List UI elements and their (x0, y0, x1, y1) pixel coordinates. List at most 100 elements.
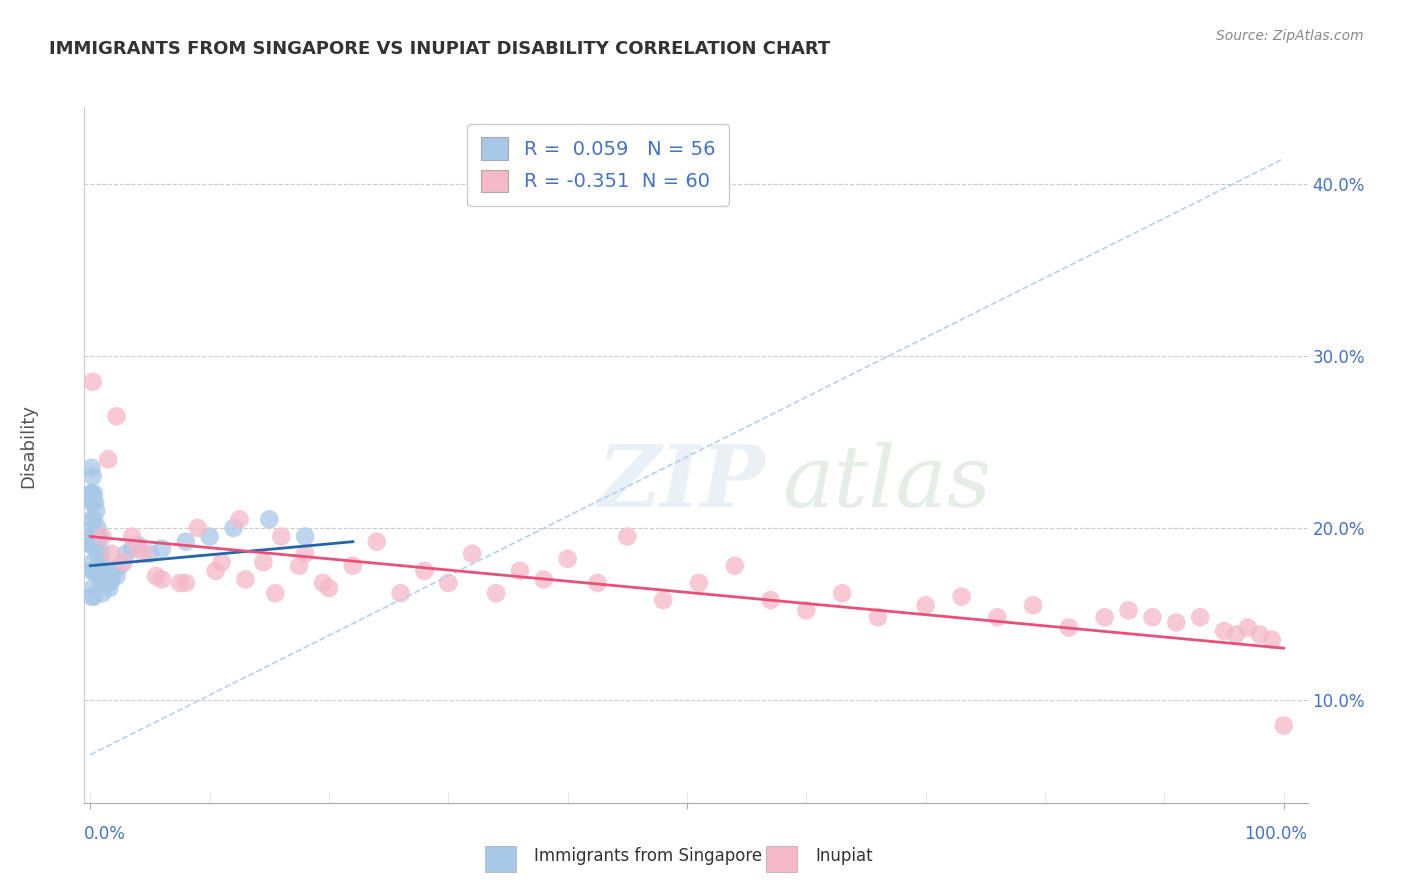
Point (84, 564, 107, 578)
Point (235, 573, 257, 587)
Point (87, 529, 110, 543)
Point (101, 573, 124, 587)
Text: atlas: atlas (782, 442, 991, 524)
Point (82, 529, 104, 543)
Point (82, 581, 104, 595)
Point (586, 575, 609, 590)
Point (1237, 621, 1260, 635)
Point (169, 575, 191, 590)
Point (270, 529, 292, 543)
Point (121, 529, 143, 543)
Point (1261, 632, 1284, 647)
Point (94, 575, 117, 590)
Point (312, 575, 335, 590)
Point (83, 590, 105, 604)
Point (84, 504, 107, 518)
Point (366, 534, 388, 549)
Text: 100.0%: 100.0% (1244, 825, 1308, 843)
Point (127, 538, 149, 552)
Legend: R =  0.059   N = 56, R = -0.351  N = 60: R = 0.059 N = 56, R = -0.351 N = 60 (467, 124, 728, 205)
Point (1022, 599, 1045, 613)
Point (101, 547, 124, 561)
Point (105, 409, 128, 424)
Point (914, 599, 936, 613)
Point (82, 495, 104, 509)
Point (211, 555, 233, 569)
Point (652, 593, 675, 607)
Point (866, 610, 889, 624)
Point (83, 486, 105, 500)
Point (252, 555, 274, 569)
Point (986, 610, 1008, 624)
Point (1272, 718, 1295, 732)
Point (93, 573, 115, 587)
Point (121, 541, 143, 556)
Point (759, 593, 782, 607)
Point (533, 573, 555, 587)
Text: Source: ZipAtlas.com: Source: ZipAtlas.com (1216, 29, 1364, 43)
Point (132, 547, 155, 561)
Point (318, 581, 340, 595)
Point (485, 586, 508, 600)
Point (97, 575, 120, 590)
Point (228, 512, 250, 526)
Point (89, 541, 111, 556)
Point (139, 547, 162, 561)
Point (80, 538, 103, 552)
Point (1189, 610, 1212, 624)
Point (1249, 627, 1271, 641)
Point (84, 529, 107, 543)
Point (1166, 615, 1188, 630)
Point (509, 564, 531, 578)
Point (97, 452, 120, 467)
Point (222, 521, 245, 535)
Point (557, 552, 579, 566)
Point (342, 558, 364, 573)
Point (83, 564, 105, 578)
Point (1118, 603, 1140, 617)
Text: IMMIGRANTS FROM SINGAPORE VS INUPIAT DISABILITY CORRELATION CHART: IMMIGRANTS FROM SINGAPORE VS INUPIAT DIS… (49, 40, 831, 58)
Point (150, 573, 173, 587)
Point (264, 586, 287, 600)
Point (174, 575, 197, 590)
Point (83, 538, 105, 552)
Point (145, 569, 167, 583)
Point (84, 495, 107, 509)
Point (831, 586, 853, 600)
Point (80, 486, 103, 500)
Point (437, 575, 460, 590)
Point (288, 558, 311, 573)
Point (259, 512, 281, 526)
Point (90, 547, 112, 561)
Point (389, 586, 412, 600)
Point (108, 558, 131, 573)
Point (198, 529, 221, 543)
Text: Disability: Disability (20, 404, 37, 488)
Point (82, 538, 104, 552)
Point (461, 547, 484, 561)
Text: Inupiat: Inupiat (815, 847, 873, 865)
Point (80, 564, 103, 578)
Point (127, 541, 149, 556)
Point (688, 575, 710, 590)
Point (294, 547, 316, 561)
Text: ZIP: ZIP (598, 441, 766, 524)
Point (150, 541, 173, 556)
Point (96, 569, 118, 583)
Point (80, 521, 103, 535)
Point (1094, 610, 1116, 624)
Point (80, 460, 103, 475)
Point (1213, 624, 1236, 638)
Point (80, 486, 103, 500)
Point (115, 547, 138, 561)
Point (413, 564, 436, 578)
Point (98, 581, 121, 595)
Point (86, 521, 108, 535)
Point (91, 555, 114, 569)
Point (950, 590, 973, 604)
Point (82, 495, 104, 509)
Point (616, 529, 638, 543)
Point (105, 569, 128, 583)
Point (82, 375, 104, 389)
Point (90, 575, 112, 590)
